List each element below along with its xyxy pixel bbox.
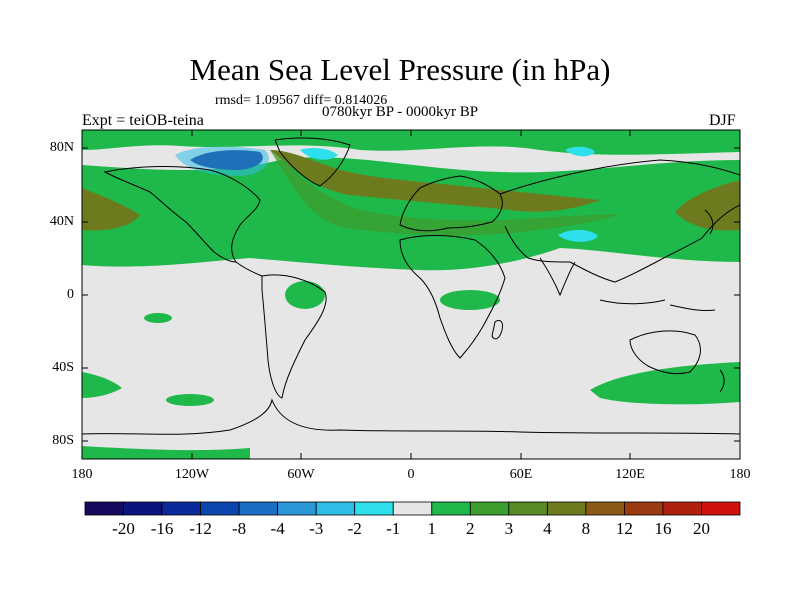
colorbar-cell [469,501,510,516]
lon-label-120w: 120W [174,467,210,482]
colorbar-cell [585,501,625,516]
coast-south-america [261,274,327,399]
colorbar-cell [238,501,279,516]
coast-new-zealand [719,369,725,393]
lon-label-0: 0 [407,467,415,482]
colorbar-label: 4 [543,519,552,538]
colorbar-cell [354,501,394,516]
colorbar-label: -12 [189,519,212,538]
coast-greenland [274,137,351,187]
colorbar-label: 20 [692,519,710,538]
coast-australia [629,330,701,375]
colorbar-label: 1 [427,519,437,538]
anomaly-patch-pacific [144,313,172,323]
anomaly-patch-south-atlantic [166,394,214,406]
colorbar-label: -8 [232,519,247,538]
season-label: DJF [709,112,736,129]
lat-label-80n: 80N [49,140,74,155]
coast-india [539,257,576,297]
anomaly-band-north-green [82,157,740,271]
colorbar-cell [277,501,317,516]
anomaly-patch-amazon [285,281,325,309]
colorbar-cell [200,501,240,516]
coastlines [82,137,740,435]
colorbar-label: 3 [504,519,514,538]
colorbar-cell [431,501,471,516]
colorbar-cell [123,501,163,516]
lon-label-120e: 120E [615,467,645,482]
colorbar-label: -2 [347,519,362,538]
colorbar-cell [508,501,548,516]
coast-japan [704,209,714,235]
lat-label-40s: 40S [52,360,74,375]
colorbar [84,501,741,516]
colorbar-label: 8 [581,519,591,538]
axis-ticks [81,130,741,459]
coast-asia [499,159,740,283]
colorbar-cell [392,501,433,516]
colorbar-label: 2 [466,519,475,538]
anomaly-core-olive-2 [270,150,620,236]
lon-label-60w: 60W [287,467,315,482]
anomaly-core-olive [270,150,600,212]
anomaly-tibet-cyan [558,229,598,242]
colorbar-label: -1 [386,519,401,538]
coast-north-america [103,165,261,263]
coast-antarctica [82,398,740,435]
period-label: 0780kyr BP - 0000kyr BP [322,104,479,120]
colorbar-cell [624,501,664,516]
anomaly-greenland-cyan [300,147,338,160]
stats-label: rmsd= 1.09567 diff= 0.814026 [215,93,388,108]
colorbar-cell [546,501,587,516]
anomaly-pacific-left-olive [82,188,140,231]
lon-label-180e: 180 [729,467,751,482]
colorbar-cell [662,501,702,516]
colorbar-label: 16 [654,519,672,538]
colorbar-cell [315,501,356,516]
colorbar-label: 12 [615,519,633,538]
colorbar-cell [84,501,124,516]
colorbar-label: -4 [270,519,285,538]
lat-label-0: 0 [67,287,74,302]
anomaly-pacific-right-olive [675,180,740,231]
map-field [82,130,740,459]
anomaly-patch-africa [440,290,500,310]
colorbar-cell [701,501,741,516]
anomaly-siberia-cyan [565,146,595,157]
colorbar-cell [161,501,201,516]
colorbar-label: -3 [309,519,324,538]
coast-indonesia [599,299,716,311]
anomaly-southern-left-green [82,372,122,398]
anomaly-antarctic-green [82,446,250,459]
lon-label-180w: 180 [71,467,93,482]
coast-africa [399,235,506,359]
lat-label-40n: 40N [49,214,74,229]
colorbar-label: -20 [112,519,135,538]
coast-madagascar [491,319,503,340]
lat-label-80s: 80S [52,433,74,448]
experiment-label: Expt = teiOB-teina [82,112,204,129]
lon-label-60e: 60E [509,467,533,482]
coast-central-america [235,261,263,277]
colorbar-label: -16 [150,519,174,538]
anomaly-southern-right-green [590,362,740,405]
plot-title: Mean Sea Level Pressure (in hPa) [189,52,611,87]
